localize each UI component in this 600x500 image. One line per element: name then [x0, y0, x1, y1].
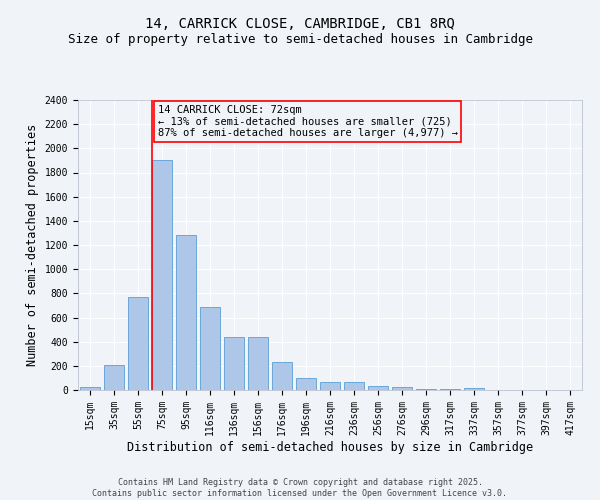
- Text: 14 CARRICK CLOSE: 72sqm
← 13% of semi-detached houses are smaller (725)
87% of s: 14 CARRICK CLOSE: 72sqm ← 13% of semi-de…: [158, 105, 458, 138]
- Bar: [368, 386, 388, 390]
- Bar: [464, 388, 484, 390]
- Bar: [320, 382, 340, 390]
- Text: Contains HM Land Registry data © Crown copyright and database right 2025.
Contai: Contains HM Land Registry data © Crown c…: [92, 478, 508, 498]
- Bar: [200, 306, 220, 390]
- Bar: [224, 338, 244, 390]
- Text: 14, CARRICK CLOSE, CAMBRIDGE, CB1 8RQ: 14, CARRICK CLOSE, CAMBRIDGE, CB1 8RQ: [145, 18, 455, 32]
- Bar: [416, 389, 436, 390]
- Bar: [104, 365, 124, 390]
- Bar: [440, 389, 460, 390]
- X-axis label: Distribution of semi-detached houses by size in Cambridge: Distribution of semi-detached houses by …: [127, 440, 533, 454]
- Bar: [344, 382, 364, 390]
- Text: Size of property relative to semi-detached houses in Cambridge: Size of property relative to semi-detach…: [67, 32, 533, 46]
- Bar: [176, 236, 196, 390]
- Bar: [128, 297, 148, 390]
- Bar: [392, 387, 412, 390]
- Y-axis label: Number of semi-detached properties: Number of semi-detached properties: [26, 124, 39, 366]
- Bar: [296, 378, 316, 390]
- Bar: [272, 362, 292, 390]
- Bar: [248, 338, 268, 390]
- Bar: [152, 160, 172, 390]
- Bar: [80, 387, 100, 390]
